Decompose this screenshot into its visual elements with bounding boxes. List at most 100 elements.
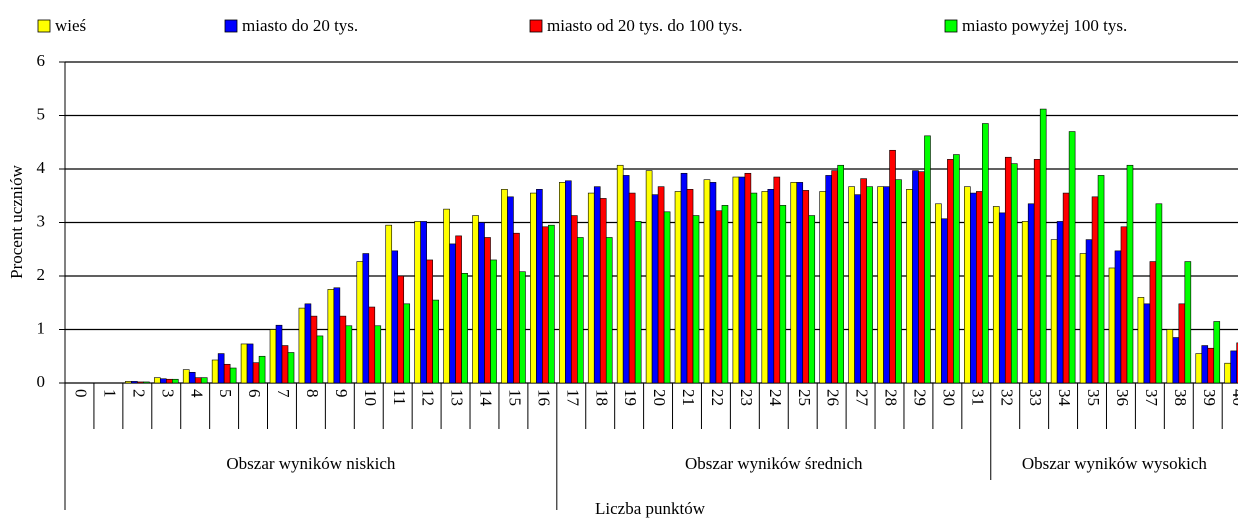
x-tick-label: 7	[274, 389, 293, 398]
bar	[304, 303, 312, 384]
bar	[686, 189, 694, 384]
bar	[414, 221, 421, 384]
bar	[368, 306, 376, 384]
legend-swatch	[224, 19, 238, 33]
x-tick-label: 12	[419, 389, 438, 406]
bar	[397, 275, 405, 384]
bar	[593, 186, 601, 384]
bar	[998, 212, 1006, 384]
bar	[131, 381, 138, 384]
bar	[1033, 159, 1041, 384]
bar	[246, 343, 254, 384]
bar	[420, 221, 427, 384]
bar	[709, 182, 717, 384]
bar	[356, 261, 364, 384]
x-tick-label: 23	[737, 389, 756, 406]
bar	[374, 325, 382, 384]
x-tick-label: 15	[506, 389, 525, 406]
bar	[1178, 303, 1186, 384]
bar	[935, 203, 942, 384]
legend-label: wieś	[55, 16, 86, 35]
x-tick-label: 4	[187, 389, 206, 398]
y-tick-label: 3	[37, 211, 46, 230]
x-tick-label: 19	[621, 389, 640, 406]
x-tick-label: 6	[245, 389, 264, 398]
y-tick-label: 6	[37, 51, 46, 70]
bar	[790, 182, 798, 384]
bar	[159, 378, 167, 384]
bar	[883, 186, 890, 384]
x-tick-label: 40	[1229, 389, 1238, 406]
legend-label: miasto powyżej 100 tys.	[962, 16, 1127, 35]
x-tick-label: 21	[679, 389, 698, 406]
bar	[484, 237, 491, 384]
bar	[287, 352, 295, 384]
bar	[1137, 297, 1145, 384]
bar	[1079, 253, 1087, 384]
x-axis-label: Liczba punktów	[595, 499, 706, 518]
bar	[779, 205, 787, 384]
legend-swatch	[529, 19, 543, 33]
bar	[229, 367, 237, 384]
bar	[125, 381, 132, 384]
bar	[854, 194, 861, 384]
bar	[976, 191, 983, 384]
bar	[345, 325, 353, 384]
bar	[825, 175, 832, 384]
bar	[472, 215, 479, 384]
group-label: Obszar wyników średnich	[685, 454, 863, 473]
x-tick-label: 25	[795, 389, 814, 406]
x-tick-label: 29	[911, 389, 930, 406]
x-tick-label: 9	[332, 389, 351, 398]
legend-swatch	[37, 19, 51, 33]
bar	[1195, 353, 1203, 384]
bar	[519, 271, 526, 384]
bar	[1230, 350, 1237, 384]
bar	[1021, 221, 1029, 384]
bar	[258, 355, 266, 384]
x-tick-label: 39	[1200, 389, 1219, 406]
bar	[1056, 221, 1064, 384]
bar	[449, 243, 456, 384]
x-tick-label: 0	[72, 389, 91, 398]
bar	[692, 215, 700, 384]
bar	[327, 289, 335, 384]
x-tick-label: 32	[997, 389, 1016, 406]
bar	[796, 182, 804, 384]
bar	[877, 186, 884, 384]
bar	[188, 371, 196, 384]
bar	[571, 215, 578, 384]
bar	[628, 192, 636, 384]
bar	[165, 378, 173, 384]
bar	[1050, 239, 1058, 384]
bar	[432, 299, 439, 384]
bar	[819, 191, 826, 384]
bar	[895, 179, 902, 384]
bar	[657, 186, 665, 384]
x-tick-label: 34	[1055, 389, 1074, 407]
bar	[773, 176, 781, 384]
bar	[605, 237, 613, 384]
bar	[837, 164, 844, 384]
bar	[443, 208, 450, 384]
bar	[1039, 108, 1047, 384]
y-axis-label: Procent uczniów	[7, 164, 26, 278]
x-tick-label: 11	[390, 389, 409, 405]
bar	[912, 170, 919, 384]
bar	[992, 206, 1000, 384]
bar	[1108, 267, 1116, 384]
x-tick-label: 37	[1142, 389, 1161, 407]
bar	[1062, 192, 1070, 384]
bar	[651, 194, 659, 384]
x-tick-label: 33	[1026, 389, 1045, 406]
bar	[478, 222, 485, 384]
x-tick-label: 22	[708, 389, 727, 406]
bar	[1166, 329, 1174, 384]
x-tick-label: 13	[448, 389, 467, 406]
bar	[674, 191, 682, 384]
bar	[137, 381, 144, 384]
bar	[970, 192, 977, 384]
bar	[1091, 196, 1099, 384]
